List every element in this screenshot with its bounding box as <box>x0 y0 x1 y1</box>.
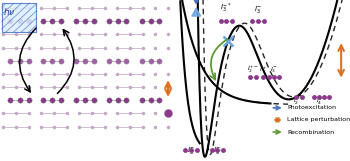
Text: $h\nu$: $h\nu$ <box>4 6 16 17</box>
Text: $I_3^{-*}$: $I_3^{-*}$ <box>220 2 232 15</box>
Polygon shape <box>192 8 201 16</box>
Text: $I_3^{-}$: $I_3^{-}$ <box>270 66 278 75</box>
Text: Recombination: Recombination <box>287 129 334 135</box>
Text: $I^+$: $I^+$ <box>259 65 267 74</box>
Text: $I_3^{-}$: $I_3^{-}$ <box>254 4 262 15</box>
Text: $I_3^{-}$: $I_3^{-}$ <box>214 145 222 156</box>
Text: $I_2^{+-}$: $I_2^{+-}$ <box>247 65 259 75</box>
Text: Lattice perturbation: Lattice perturbation <box>287 117 350 123</box>
Text: $I_3^{-}$: $I_3^{-}$ <box>187 145 195 156</box>
Text: $I_4^{+-}$: $I_4^{+-}$ <box>316 96 328 107</box>
Text: $I_2^{+-}$: $I_2^{+-}$ <box>293 96 305 107</box>
Text: Photoexcitation: Photoexcitation <box>287 105 336 110</box>
FancyBboxPatch shape <box>2 3 36 32</box>
